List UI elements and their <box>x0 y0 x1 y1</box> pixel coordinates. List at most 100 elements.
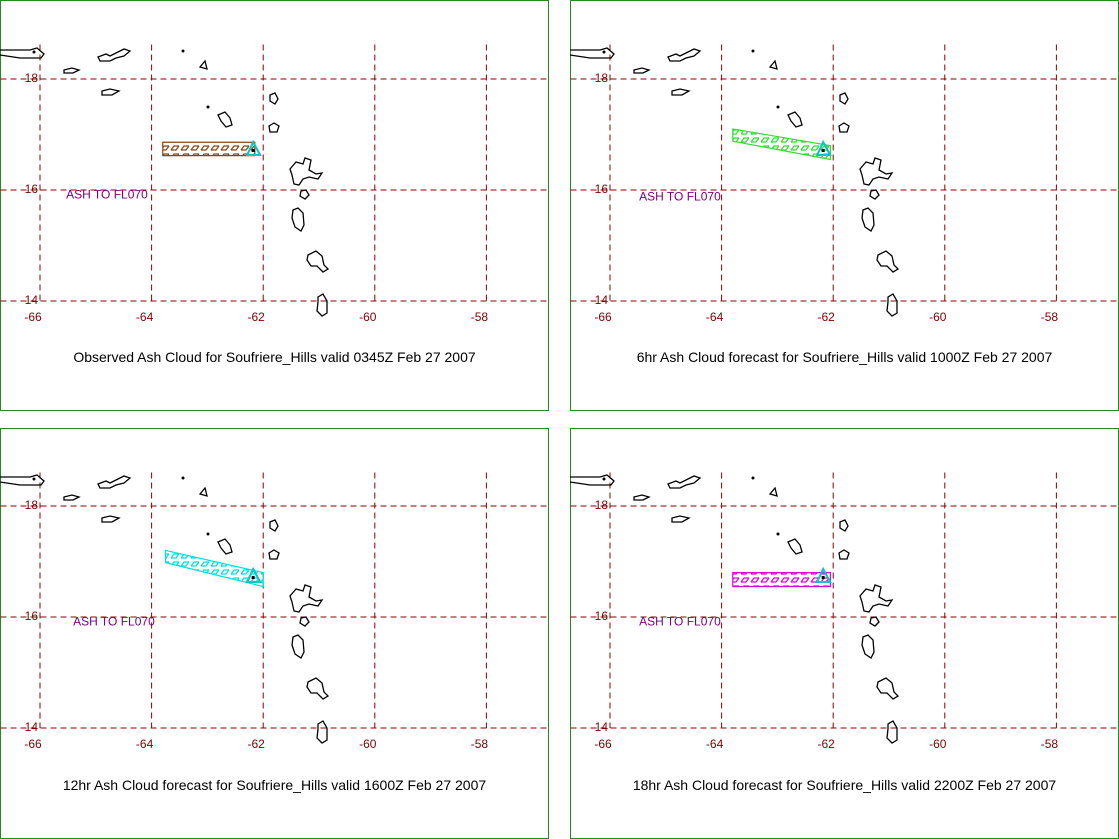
longitude-label: -62 <box>818 310 836 324</box>
panel-caption: Observed Ash Cloud for Soufriere_Hills v… <box>73 349 476 365</box>
island-outline <box>306 250 330 273</box>
island-outline <box>101 88 121 96</box>
island-outline <box>876 250 900 273</box>
island-outline <box>217 538 233 555</box>
city-dot <box>32 50 36 54</box>
island-outline <box>268 549 280 560</box>
city-dot <box>602 477 606 481</box>
island-outline <box>289 584 324 613</box>
panel-border <box>0 428 549 839</box>
island-outline <box>97 48 132 62</box>
longitude-label: -66 <box>24 310 42 324</box>
island-outline <box>671 88 691 96</box>
ash-annotation: ASH TO FL070 <box>639 615 721 629</box>
panel-caption: 18hr Ash Cloud forecast for Soufriere_Hi… <box>633 777 1057 793</box>
longitude-label: -58 <box>1041 737 1059 751</box>
longitude-label: -62 <box>248 737 266 751</box>
ash-cloud <box>162 141 256 157</box>
island-outline <box>839 92 849 105</box>
island-outline <box>633 494 651 501</box>
island-outline <box>859 157 894 186</box>
latitude-label: 18 <box>25 71 39 85</box>
city-dot <box>776 105 780 109</box>
volcano-dot <box>251 149 255 153</box>
map-panel: 18 16 14 -66 -64 -62 -60 -58 ASH TO FL070 Observe… <box>0 0 549 411</box>
island-outline <box>569 474 615 486</box>
city-dot <box>206 105 210 109</box>
map-panel: 18 16 14 -66 -64 -62 -60 -58 ASH TO FL070 12hr As… <box>0 428 549 839</box>
panel-caption: 12hr Ash Cloud forecast for Soufriere_Hi… <box>63 777 487 793</box>
island-outline <box>268 122 280 133</box>
longitude-label: -66 <box>24 737 42 751</box>
island-outline <box>198 486 208 497</box>
longitude-label: -58 <box>471 310 489 324</box>
volcano-marker <box>245 139 262 157</box>
island-outline <box>0 474 45 486</box>
island-outline <box>299 616 310 627</box>
island-outline <box>269 519 279 532</box>
island-outline <box>217 111 233 128</box>
island-outline <box>101 515 121 523</box>
island-outline <box>886 293 898 317</box>
island-outline <box>306 677 330 700</box>
island-outline <box>671 515 691 523</box>
ash-annotation: ASH TO FL070 <box>66 188 148 202</box>
island-outline <box>869 616 880 627</box>
ash-annotation: ASH TO FL070 <box>73 615 155 629</box>
island-outline <box>861 207 875 232</box>
longitude-label: -58 <box>1041 310 1059 324</box>
island-outline <box>838 122 850 133</box>
city-dot <box>32 477 36 481</box>
volcano-marker <box>815 139 832 157</box>
island-outline <box>97 475 132 489</box>
city-dot <box>181 476 185 480</box>
island-outline <box>667 475 702 489</box>
latitude-label: 16 <box>25 609 39 623</box>
island-outline <box>839 519 849 532</box>
island-outline <box>269 92 279 105</box>
latitude-label: 16 <box>595 182 609 196</box>
island-outline <box>838 549 850 560</box>
island-outline <box>633 67 651 74</box>
island-outline <box>0 47 45 59</box>
island-outline <box>63 494 81 501</box>
panel-border <box>570 428 1119 839</box>
longitude-label: -62 <box>818 737 836 751</box>
island-outline <box>768 486 778 497</box>
panel-caption: 6hr Ash Cloud forecast for Soufriere_Hil… <box>637 349 1053 365</box>
island-outline <box>316 720 328 744</box>
ash-cloud <box>732 128 832 161</box>
island-outline <box>787 111 803 128</box>
longitude-label: -64 <box>706 310 724 324</box>
longitude-label: -62 <box>248 310 266 324</box>
latitude-label: 16 <box>25 182 39 196</box>
island-outline <box>886 720 898 744</box>
latitude-label: 14 <box>25 293 39 307</box>
island-outline <box>768 59 778 70</box>
ash-cloud <box>732 571 832 588</box>
map-panel: 18 16 14 -66 -64 -62 -60 -58 ASH TO FL070 6hr Ash… <box>569 0 1119 411</box>
latitude-label: 16 <box>595 609 609 623</box>
longitude-label: -66 <box>594 737 612 751</box>
city-dot <box>751 476 755 480</box>
island-outline <box>316 293 328 317</box>
latitude-label: 18 <box>595 498 609 512</box>
island-outline <box>861 634 875 659</box>
island-outline <box>291 634 305 659</box>
longitude-label: -64 <box>136 310 154 324</box>
volcano-marker <box>245 566 262 584</box>
longitude-label: -64 <box>136 737 154 751</box>
city-dot <box>776 532 780 536</box>
island-outline <box>869 189 880 200</box>
map-panel: 18 16 14 -66 -64 -62 -60 -58 ASH TO FL070 18hr As… <box>569 428 1119 839</box>
panel-border <box>570 0 1119 411</box>
island-outline <box>299 189 310 200</box>
longitude-label: -60 <box>929 737 947 751</box>
ash-annotation: ASH TO FL070 <box>639 190 721 204</box>
island-outline <box>859 584 894 613</box>
city-dot <box>602 50 606 54</box>
volcano-dot <box>251 576 255 580</box>
longitude-label: -60 <box>359 737 377 751</box>
island-outline <box>291 207 305 232</box>
longitude-label: -60 <box>359 310 377 324</box>
